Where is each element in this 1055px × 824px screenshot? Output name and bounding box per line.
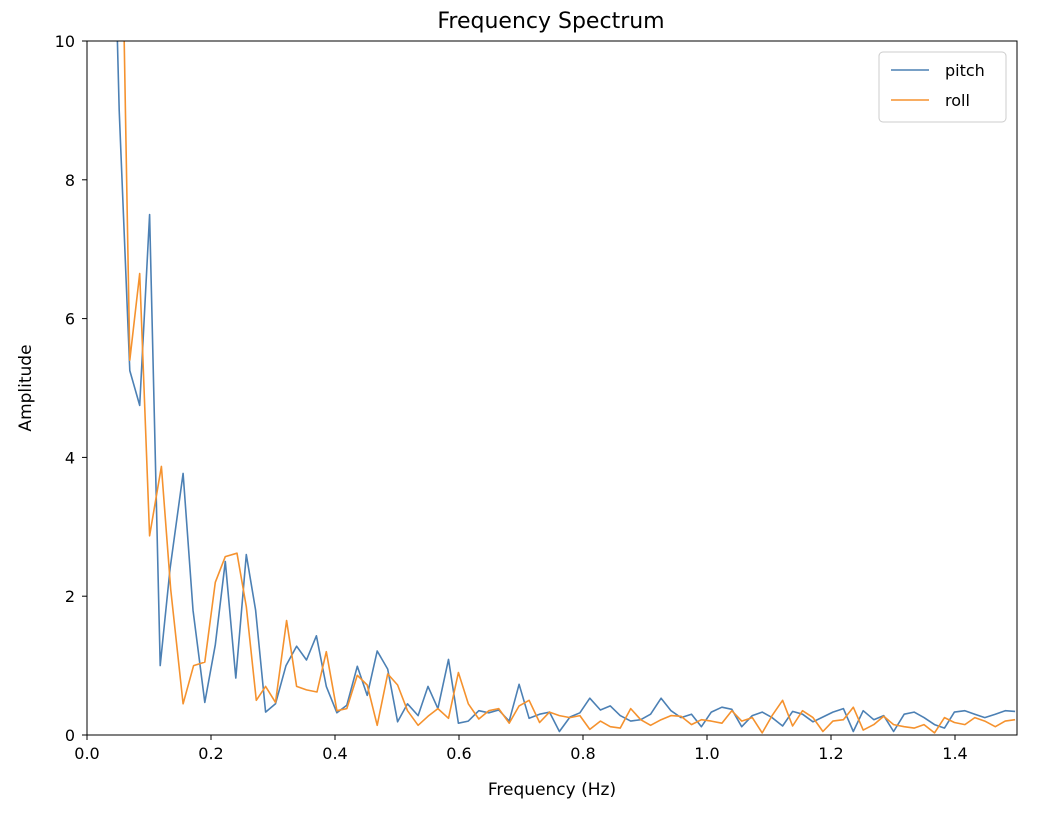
y-axis: 0 2 4 6 8 10 (55, 32, 87, 745)
y-tick-label: 0 (65, 726, 75, 745)
y-tick-label: 6 (65, 310, 75, 329)
x-tick-label: 0.6 (446, 744, 471, 763)
y-tick-label: 8 (65, 171, 75, 190)
x-tick-label: 0.0 (74, 744, 99, 763)
legend-label-pitch: pitch (945, 61, 985, 80)
legend: pitch roll (878, 51, 1007, 123)
x-axis-label: Frequency (Hz) (488, 780, 616, 800)
legend-label-roll: roll (945, 91, 970, 110)
y-axis-label: Amplitude (16, 344, 36, 431)
y-tick-label: 4 (65, 448, 75, 467)
plot-frame (86, 40, 1018, 736)
series-line-roll (123, 41, 1016, 734)
x-tick-label: 0.2 (198, 744, 223, 763)
series-layer (116, 41, 1016, 734)
x-tick-label: 0.8 (570, 744, 595, 763)
x-tick-label: 1.4 (942, 744, 967, 763)
y-tick-label: 2 (65, 587, 75, 606)
x-tick-label: 1.2 (818, 744, 843, 763)
x-tick-label: 0.4 (322, 744, 347, 763)
y-tick-label: 10 (55, 32, 75, 51)
x-tick-label: 1.0 (694, 744, 719, 763)
chart-title: Frequency Spectrum (437, 9, 664, 34)
series-line-pitch (116, 41, 1016, 733)
x-axis: 0.0 0.2 0.4 0.6 0.8 1.0 1.2 1.4 (74, 735, 968, 763)
legend-box (878, 51, 1007, 123)
